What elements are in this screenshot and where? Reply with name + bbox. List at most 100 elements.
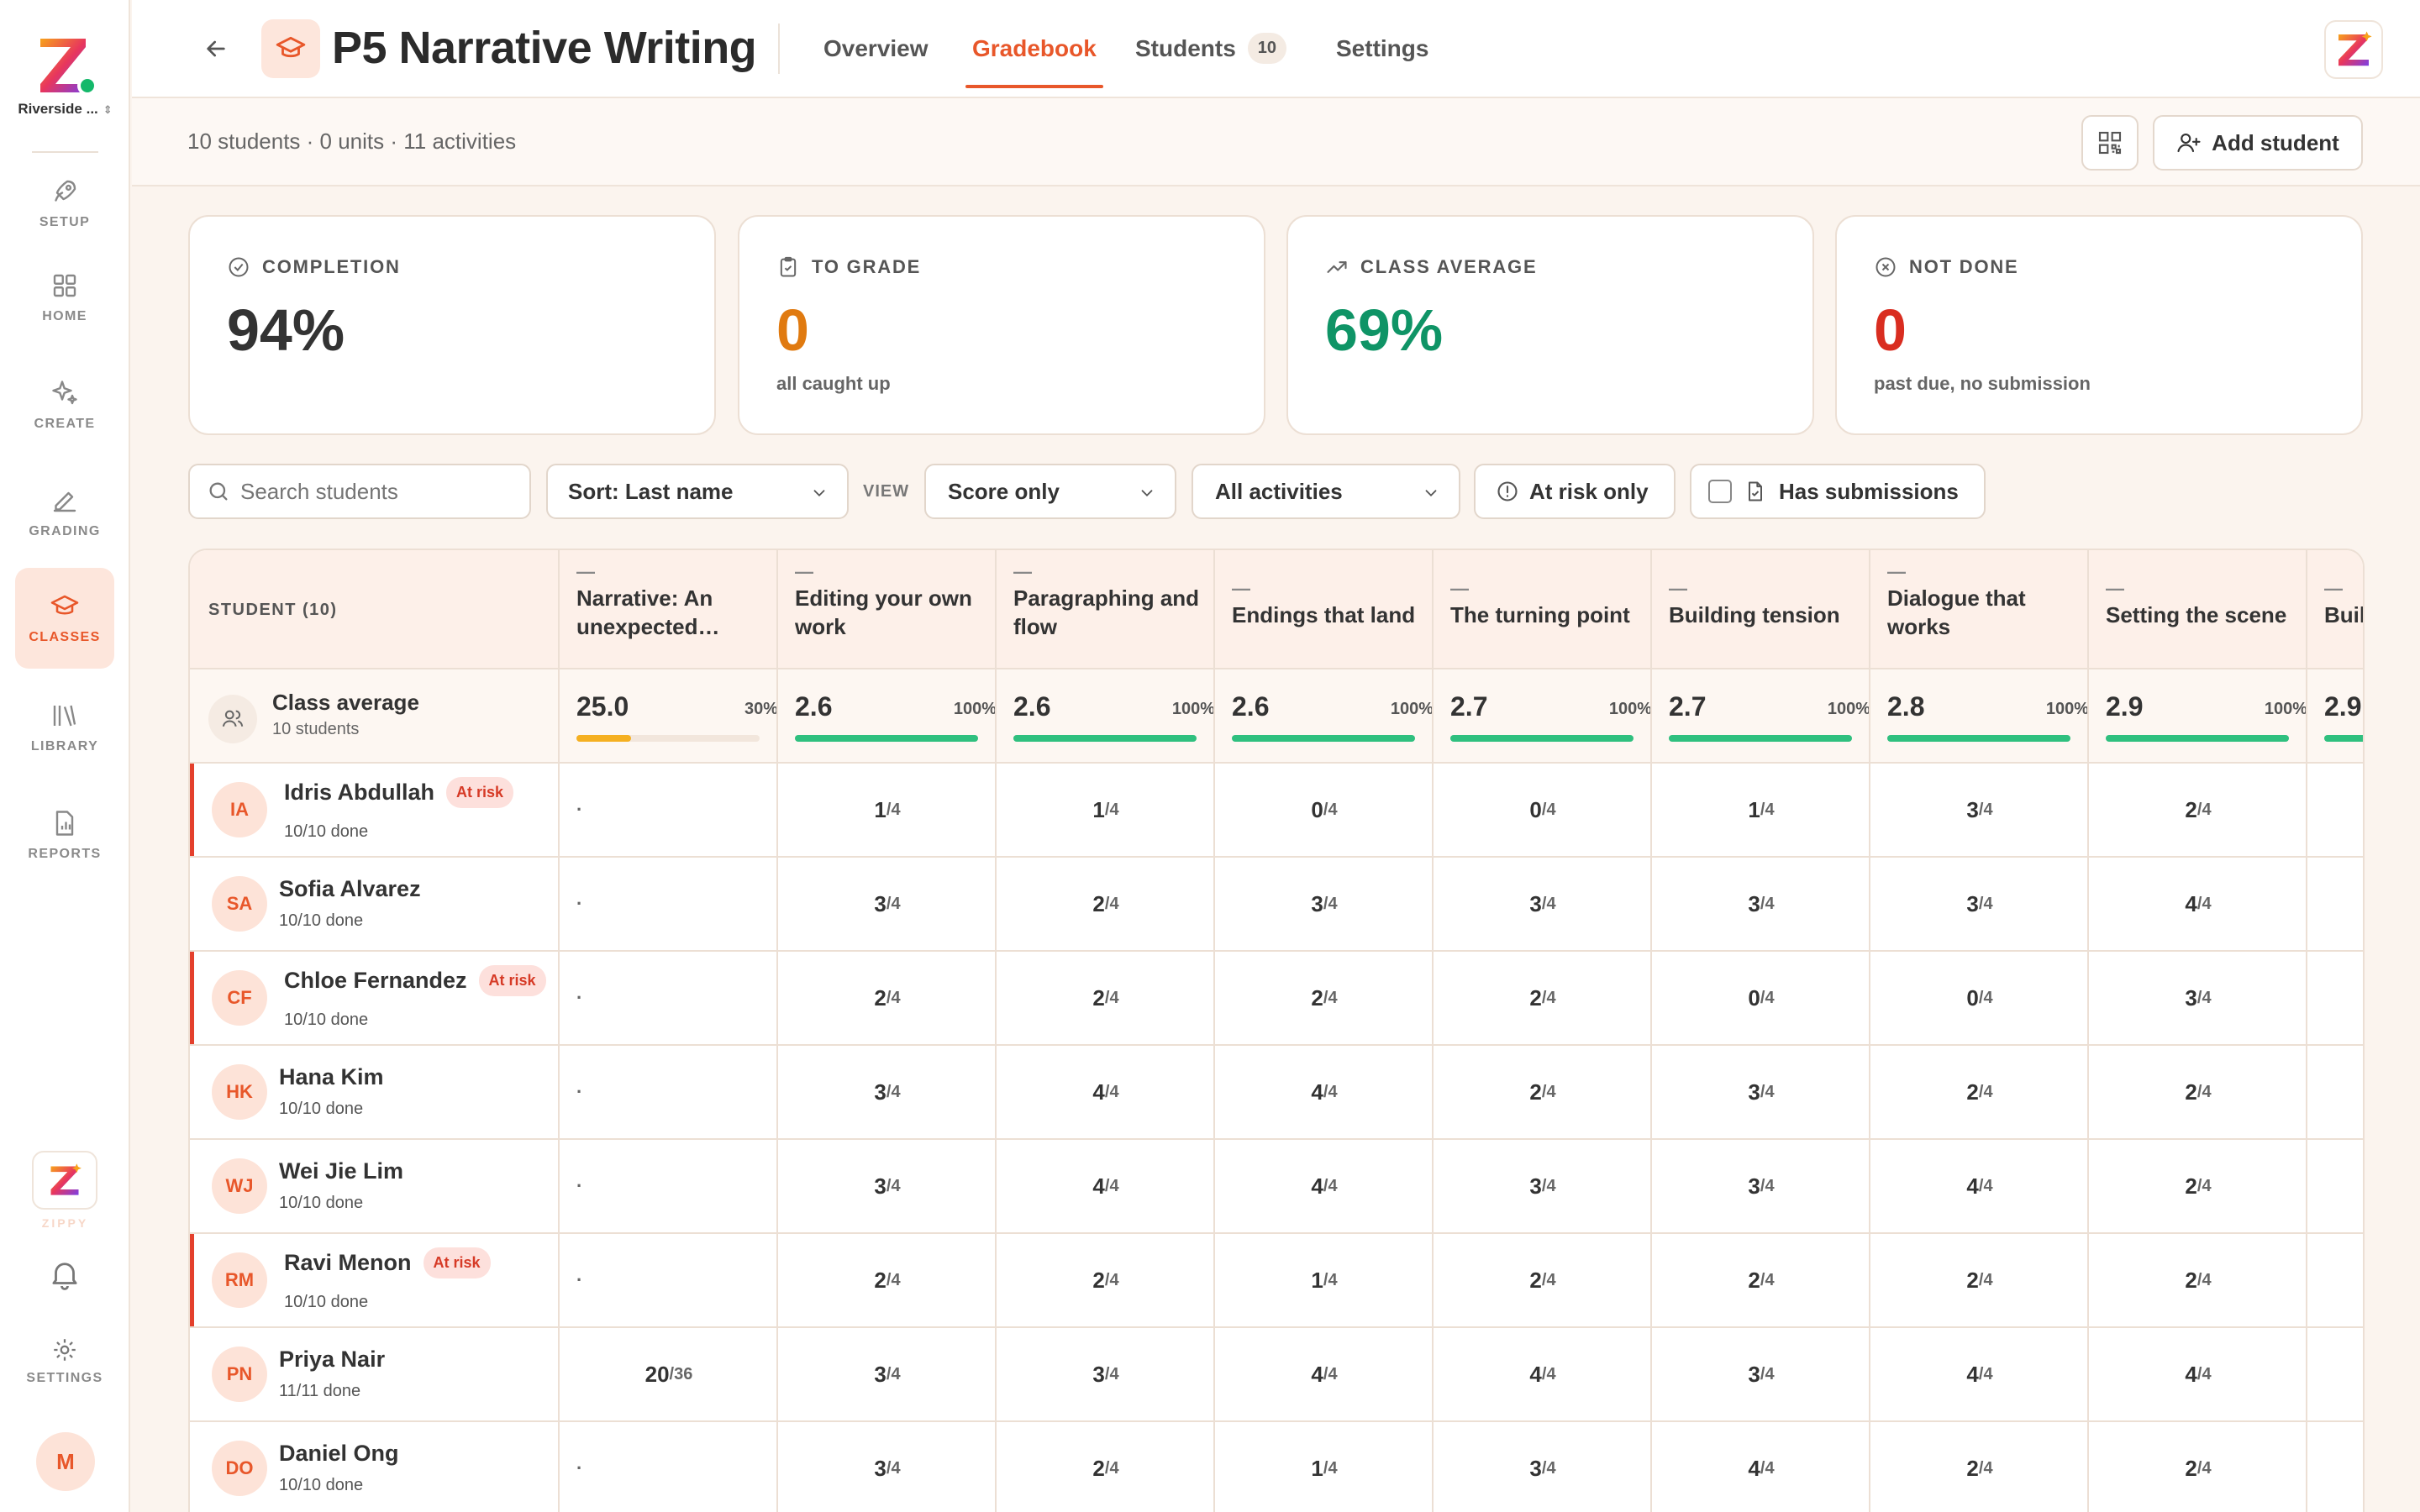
score-cell[interactable]: 0/4 [1434,764,1652,856]
user-avatar[interactable]: M [36,1432,95,1491]
at-risk-filter-button[interactable]: At risk only [1474,464,1676,519]
score-cell[interactable]: · [560,1046,778,1138]
score-cell[interactable]: 2/4 [778,1234,997,1326]
score-cell[interactable]: 3/4 [778,1140,997,1232]
activity-column-header[interactable]: — Setting the scene [2106,580,2307,629]
student-name-wrap[interactable]: Priya Nair [279,1347,385,1373]
score-cell[interactable]: 4/4 [997,1046,1215,1138]
score-cell[interactable]: 1/4 [997,764,1215,856]
score-cell[interactable]: 3/4 [1870,764,2089,856]
score-cell[interactable]: 2/4 [997,1422,1215,1512]
score-cell[interactable]: 2/4 [1434,1234,1652,1326]
score-cell[interactable]: 4/4 [1652,1422,1870,1512]
score-cell[interactable]: 3/4 [1652,1140,1870,1232]
score-cell[interactable]: 4/4 [997,1140,1215,1232]
activity-column-header[interactable]: — Building tension [1669,580,1870,629]
table-row[interactable]: RM Ravi Menon At risk 10/10 done · 2/4 2/4 1/4 2… [190,1234,2363,1328]
score-cell[interactable]: 4/4 [2089,1328,2307,1420]
student-name-wrap[interactable]: Hana Kim [279,1064,384,1090]
search-input[interactable] [240,478,509,505]
score-cell[interactable]: 3/4 [1652,1046,1870,1138]
sidebar-item-library[interactable]: LIBRARY [15,677,114,778]
score-cell[interactable]: 2/4 [1870,1234,2089,1326]
score-cell[interactable]: 3/4 [1652,1328,1870,1420]
score-cell[interactable]: 2/4 [1434,1046,1652,1138]
score-cell[interactable]: 3/4 [997,1328,1215,1420]
sidebar-item-grading[interactable]: GRADING [15,462,114,563]
brand-button[interactable] [2324,20,2383,79]
score-cell[interactable]: 3/4 [778,1328,997,1420]
score-cell[interactable]: 1/4 [1652,764,1870,856]
score-cell[interactable]: · [560,952,778,1044]
score-cell[interactable]: 2/4 [2089,764,2307,856]
app-logo[interactable] [34,34,97,96]
score-cell[interactable]: 1/4 [1215,1422,1434,1512]
table-row[interactable]: IA Idris Abdullah At risk 10/10 done · 1/4 1/4… [190,764,2363,858]
student-name-wrap[interactable]: Ravi Menon At risk [284,1247,491,1278]
activity-column-header[interactable]: — Building character [2324,580,2363,629]
score-cell[interactable]: 4/4 [1870,1140,2089,1232]
sidebar-item-home[interactable]: HOME [15,247,114,348]
table-row[interactable]: PN Priya Nair 11/11 done 20/36 3/4 3/4 4/4 4/4 3… [190,1328,2363,1422]
student-column-header[interactable]: STUDENT (10) [208,601,338,619]
tab-gradebook[interactable]: Gradebook [965,0,1103,97]
score-cell[interactable]: · [560,1140,778,1232]
sidebar-item-classes[interactable]: CLASSES [15,568,114,669]
sidebar-item-create[interactable]: CREATE [15,354,114,455]
search-field[interactable] [188,464,531,519]
student-name-wrap[interactable]: Daniel Ong [279,1441,399,1467]
score-cell[interactable]: · [560,858,778,950]
score-cell[interactable]: 4/4 [2089,858,2307,950]
score-cell[interactable]: 3/4 [1215,858,1434,950]
student-name-wrap[interactable]: Wei Jie Lim [279,1158,403,1184]
score-cell[interactable]: 2/4 [1652,1234,1870,1326]
activity-column-header[interactable]: — Editing your own work [795,563,997,641]
qr-code-button[interactable] [2081,115,2139,171]
notifications-button[interactable] [47,1257,82,1292]
activity-column-header[interactable]: — Paragraphing and flow [1013,563,1215,641]
score-cell[interactable]: 2/4 [1215,952,1434,1044]
score-cell[interactable]: 3/4 [1434,858,1652,950]
score-cell[interactable]: 0/4 [1870,952,2089,1044]
tab-overview[interactable]: Overview [823,0,929,97]
has-submissions-checkbox[interactable] [1708,480,1732,503]
score-cell[interactable]: 4/4 [1434,1328,1652,1420]
score-cell[interactable]: 4/4 [1215,1046,1434,1138]
school-switcher[interactable]: Riverside ... ⇕ [0,101,130,118]
score-cell[interactable]: · [560,1234,778,1326]
activity-column-header[interactable]: — The turning point [1450,580,1652,629]
student-name-wrap[interactable]: Chloe Fernandez At risk [284,965,546,996]
add-student-button[interactable]: Add student [2153,115,2363,171]
score-cell[interactable]: 2/4 [2089,1140,2307,1232]
table-row[interactable]: DO Daniel Ong 10/10 done · 3/4 2/4 1/4 3/4 4/4 2/… [190,1422,2363,1512]
zippy-assistant-button[interactable] [32,1151,97,1210]
activities-dropdown[interactable]: All activities [1192,464,1460,519]
score-cell[interactable]: 0/4 [1215,764,1434,856]
student-name-wrap[interactable]: Idris Abdullah At risk [284,777,514,808]
score-cell[interactable]: 2/4 [1870,1046,2089,1138]
score-cell[interactable]: 2/4 [997,858,1215,950]
table-row[interactable]: HK Hana Kim 10/10 done · 3/4 4/4 4/4 2/4 3/4 2/4 2… [190,1046,2363,1140]
student-name-wrap[interactable]: Sofia Alvarez [279,876,421,902]
has-submissions-filter[interactable]: Has submissions [1690,464,1986,519]
activity-column-header[interactable]: — Endings that land [1232,580,1434,629]
sidebar-item-settings[interactable]: SETTINGS [15,1336,114,1386]
sort-dropdown[interactable]: Sort: Last name [546,464,849,519]
score-cell[interactable]: 0/4 [1652,952,1870,1044]
sidebar-item-reports[interactable]: REPORTS [15,785,114,885]
score-cell[interactable]: 2/4 [778,952,997,1044]
back-button[interactable] [199,32,233,66]
score-cell[interactable]: 1/4 [1215,1234,1434,1326]
score-cell[interactable]: 3/4 [2089,952,2307,1044]
tab-students[interactable]: Students 10 [1135,0,1287,97]
score-cell[interactable]: 4/4 [1215,1140,1434,1232]
score-cell[interactable]: 3/4 [778,1046,997,1138]
score-cell[interactable]: 20/36 [560,1328,778,1420]
activity-column-header[interactable]: — Dialogue that works [1887,563,2089,641]
score-cell[interactable]: 3/4 [1434,1422,1652,1512]
score-cell[interactable]: 2/4 [997,952,1215,1044]
score-cell[interactable]: 2/4 [1870,1422,2089,1512]
score-cell[interactable]: 3/4 [1870,858,2089,950]
score-cell[interactable]: 2/4 [2089,1234,2307,1326]
score-cell[interactable]: 3/4 [1652,858,1870,950]
